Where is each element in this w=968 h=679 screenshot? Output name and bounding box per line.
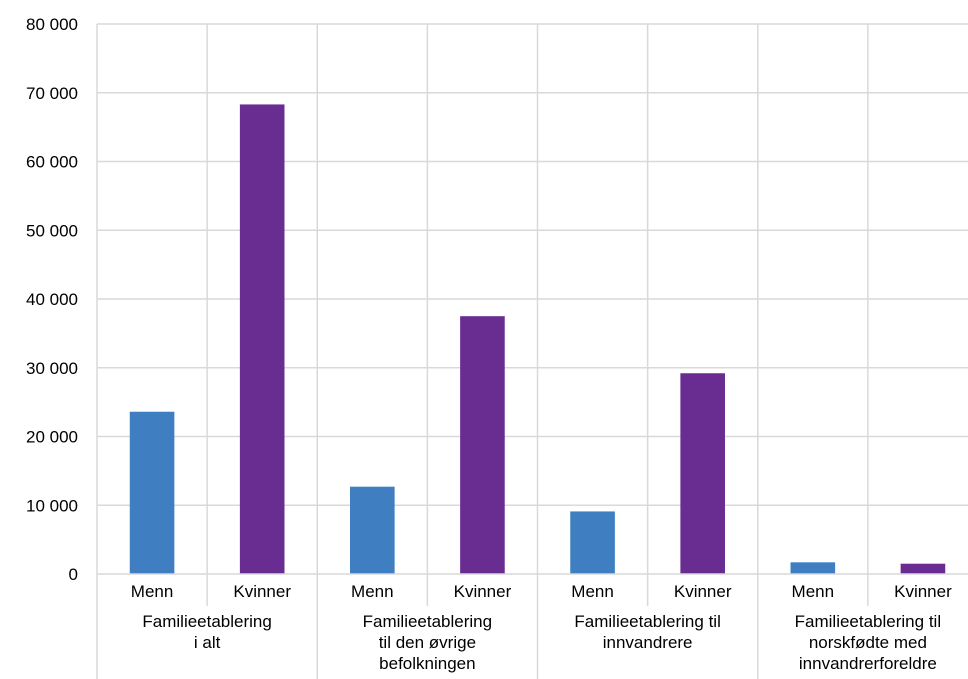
- x-category-label: Kvinner: [894, 582, 952, 601]
- axis-layer: [96, 24, 968, 679]
- bar-kvinner: [239, 104, 285, 574]
- x-group-label: i alt: [194, 633, 221, 652]
- bar-layer: [129, 104, 946, 574]
- y-tick-label: 50 000: [26, 221, 78, 240]
- x-category-label: Menn: [792, 582, 835, 601]
- y-tick-label: 70 000: [26, 84, 78, 103]
- x-category-label: Kvinner: [233, 582, 291, 601]
- x-group-label: innvandrerforeldre: [799, 654, 937, 673]
- x-category-label: Kvinner: [454, 582, 512, 601]
- x-group-label: norskfødte med: [809, 633, 927, 652]
- y-tick-label: 40 000: [26, 290, 78, 309]
- x-category-label: Menn: [571, 582, 614, 601]
- y-tick-label: 0: [69, 565, 78, 584]
- y-tick-label: 60 000: [26, 153, 78, 172]
- x-group-label: befolkningen: [379, 654, 475, 673]
- bar-kvinner: [680, 373, 725, 574]
- y-tick-label: 30 000: [26, 359, 78, 378]
- x-group-label: til den øvrige: [379, 633, 476, 652]
- x-category-label: Menn: [351, 582, 394, 601]
- y-tick-label: 20 000: [26, 428, 78, 447]
- x-category-label: Menn: [131, 582, 174, 601]
- bar-kvinner: [900, 563, 946, 574]
- bar-menn: [570, 511, 615, 574]
- grid-layer: [97, 23, 968, 679]
- bar-menn: [350, 486, 395, 574]
- y-tick-label: 80 000: [26, 15, 78, 34]
- bar-menn: [790, 562, 836, 574]
- x-group-label: innvandrere: [603, 633, 693, 652]
- y-tick-label: 10 000: [26, 496, 78, 515]
- x-group-label: Familieetablering til: [574, 612, 720, 631]
- label-layer: 0 10 000 20 000 30 000 40 000 50 000 60 000 70 …: [26, 15, 952, 673]
- x-category-label: Kvinner: [674, 582, 732, 601]
- x-group-label: Familieetablering til: [795, 612, 941, 631]
- bar-kvinner: [460, 316, 505, 574]
- x-group-label: Familieetablering: [142, 612, 271, 631]
- bar-menn: [129, 411, 175, 574]
- x-group-label: Familieetablering: [363, 612, 492, 631]
